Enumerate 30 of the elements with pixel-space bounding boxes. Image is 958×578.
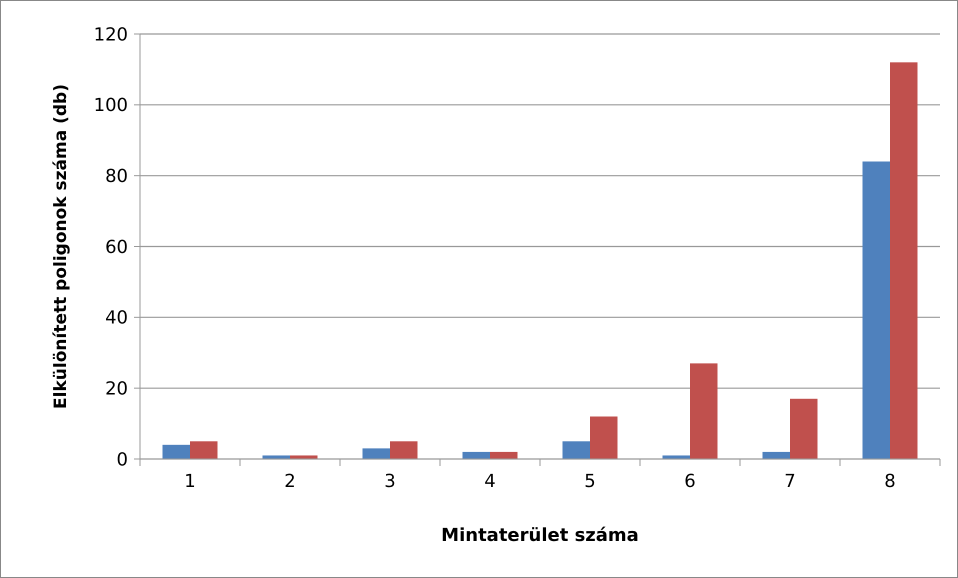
y-tick-label: 0: [116, 449, 128, 470]
bar: [862, 162, 890, 459]
x-axis-title: Mintaterület száma: [441, 525, 639, 546]
bar: [562, 441, 590, 459]
x-tick-label: 2: [284, 471, 296, 492]
bar: [390, 441, 418, 459]
bar: [462, 452, 490, 459]
x-tick-label: 5: [584, 471, 596, 492]
x-tick-label: 7: [784, 471, 796, 492]
y-tick-label: 20: [105, 378, 128, 400]
bar: [690, 363, 718, 459]
y-tick-label: 100: [94, 95, 128, 116]
bar: [490, 452, 518, 459]
y-tick-label: 40: [105, 308, 128, 329]
bar: [762, 452, 790, 459]
y-axis-title: Elkülönített poligonok száma (db): [51, 84, 71, 409]
bar: [890, 62, 918, 459]
x-tick-label: 6: [684, 471, 696, 492]
bar: [790, 398, 818, 459]
bar: [190, 441, 218, 459]
y-tick-label: 60: [105, 236, 128, 258]
x-tick-label: 4: [484, 471, 496, 492]
bar: [362, 448, 390, 459]
x-tick-label: 3: [384, 471, 396, 492]
y-tick-label: 120: [94, 24, 128, 46]
x-tick-label: 1: [184, 471, 196, 492]
bar: [590, 416, 618, 459]
bar: [162, 444, 190, 459]
y-tick-label: 80: [105, 166, 128, 187]
x-tick-label: 8: [884, 471, 896, 492]
